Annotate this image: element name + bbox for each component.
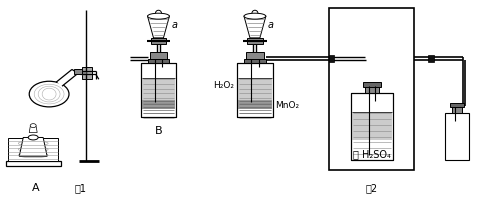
Ellipse shape [147,14,169,20]
Bar [237,63,272,117]
Bar [141,78,175,101]
Bar [351,112,391,140]
Bar [140,63,176,117]
Bar [451,107,461,113]
Polygon shape [19,138,47,156]
Bar [82,68,91,80]
Bar [350,94,392,160]
Polygon shape [147,17,169,39]
Polygon shape [29,127,37,133]
Ellipse shape [29,82,69,107]
Ellipse shape [155,11,161,17]
Text: a: a [171,20,177,30]
Bar [243,59,265,63]
Ellipse shape [251,11,257,17]
Bar [329,9,413,170]
Bar [237,63,272,117]
Ellipse shape [243,14,265,20]
Text: a: a [267,20,273,30]
Bar [140,63,176,117]
Bar [150,39,166,45]
Bar [74,70,82,75]
Text: H₂O₂: H₂O₂ [212,81,234,90]
Bar [444,113,468,160]
Bar [8,139,58,161]
Bar [149,52,167,59]
Text: 图1: 图1 [75,182,87,192]
Bar [449,103,463,107]
Text: 浓 H₂SO₄: 浓 H₂SO₄ [352,148,390,158]
Bar [6,161,61,166]
Bar [141,101,175,110]
Bar [238,78,271,101]
Polygon shape [243,17,265,39]
Text: A: A [32,182,40,192]
Bar [238,101,271,110]
Bar [427,56,433,63]
Bar [147,59,169,63]
Bar [350,94,392,160]
Ellipse shape [30,124,36,128]
Bar [245,52,263,59]
Ellipse shape [28,135,38,140]
Text: 图2: 图2 [364,182,377,192]
Text: MnO₂: MnO₂ [274,101,298,110]
Bar [246,39,262,45]
Bar [364,87,378,94]
Bar [362,83,380,88]
Text: B: B [154,125,162,135]
Bar [328,56,334,63]
